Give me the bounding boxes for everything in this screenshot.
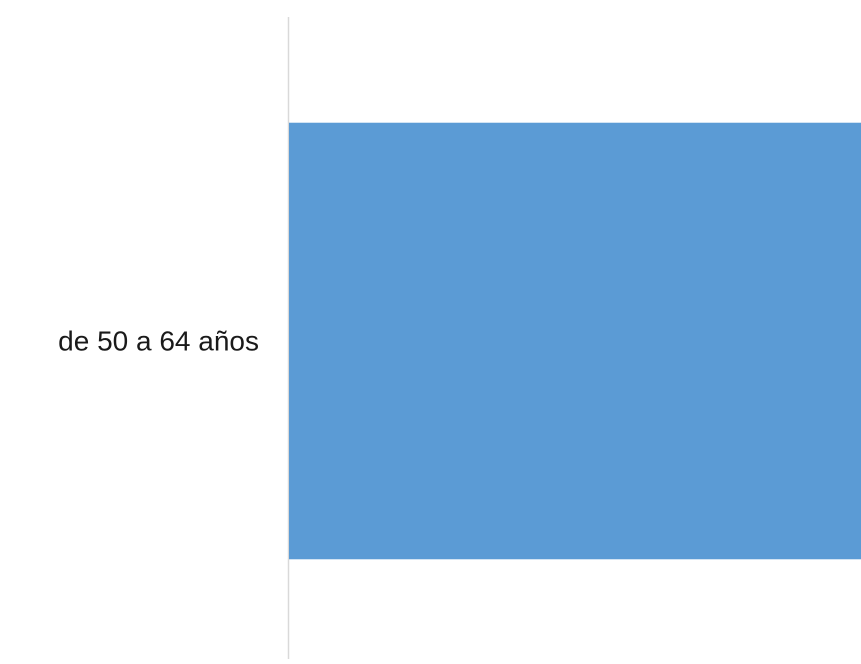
bars-layer (289, 122, 861, 560)
category-label: de 50 a 64 años (58, 326, 259, 357)
category-labels-layer: de 50 a 64 años (58, 326, 259, 357)
bar (289, 122, 861, 560)
